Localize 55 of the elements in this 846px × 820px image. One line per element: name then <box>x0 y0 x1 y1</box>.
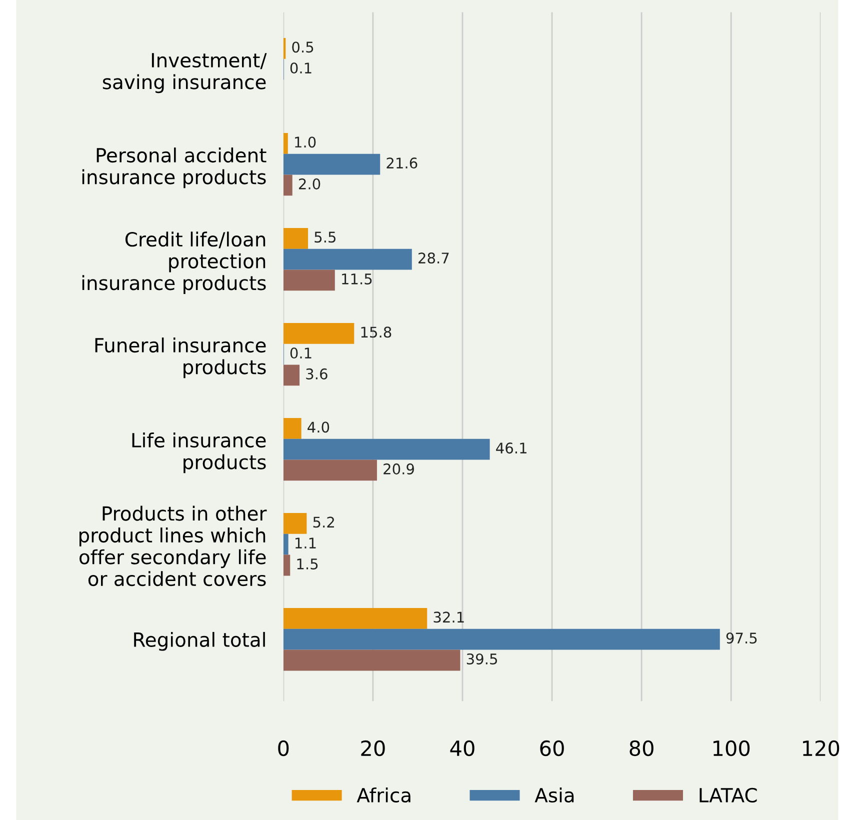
y-tick-label: Personal accident insurance products <box>82 148 266 188</box>
data-label: 20.9 <box>384 463 414 474</box>
bar <box>283 248 412 270</box>
legend-label: Africa <box>356 787 410 803</box>
bar <box>283 154 380 175</box>
data-label: 21.6 <box>386 158 418 169</box>
y-tick-label: Credit life/loan protection insurance products <box>82 232 266 294</box>
x-tick-label: 60 <box>540 740 564 756</box>
data-label: 4.0 <box>308 422 330 433</box>
x-tick-label: 20 <box>361 740 385 756</box>
bar <box>283 132 288 154</box>
bar <box>283 438 490 460</box>
y-tick-label: Regional total <box>134 632 265 651</box>
data-label: 0.1 <box>290 348 312 359</box>
data-label: 28.7 <box>418 252 449 264</box>
data-label: 3.6 <box>306 368 328 380</box>
data-label: 32.1 <box>434 612 464 623</box>
bar <box>283 174 292 196</box>
x-tick-label: 120 <box>803 740 840 756</box>
legend-label: Asia <box>534 787 574 803</box>
data-label: 97.5 <box>726 632 757 644</box>
data-label: 1.1 <box>295 538 316 548</box>
x-tick-label: 0 <box>278 740 289 756</box>
data-label: 0.5 <box>292 42 314 53</box>
bar <box>283 628 720 650</box>
bar <box>283 364 300 386</box>
y-tick-label: Products in other product lines which offer secondary life or accident covers <box>80 506 267 586</box>
bar <box>283 270 335 291</box>
bar <box>283 512 307 534</box>
data-label: 46.1 <box>496 442 526 454</box>
legend-label: LATAC <box>700 788 757 803</box>
bar <box>283 38 286 59</box>
bar <box>283 554 290 576</box>
data-label: 1.0 <box>295 136 316 148</box>
data-label: 39.5 <box>466 653 497 664</box>
bar <box>283 534 288 555</box>
x-tick-label: 40 <box>450 740 474 756</box>
data-label: 0.1 <box>290 62 312 74</box>
x-tick-label: 80 <box>630 740 654 756</box>
data-label: 15.8 <box>361 326 392 338</box>
data-label: 1.5 <box>297 558 318 570</box>
bar <box>283 228 308 249</box>
bar <box>283 418 302 439</box>
bar <box>283 322 354 344</box>
x-tick-label: 100 <box>713 740 750 756</box>
bar <box>283 460 377 481</box>
bar <box>283 608 428 629</box>
data-label: 5.2 <box>313 516 334 528</box>
data-label: 5.5 <box>314 232 336 243</box>
bar <box>283 650 460 671</box>
y-tick-label: Funeral insurance products <box>95 338 266 378</box>
y-tick-label: Life insurance products <box>132 432 266 474</box>
data-label: 2.0 <box>298 178 320 190</box>
y-tick-label: Investment/ saving insurance <box>102 53 267 94</box>
data-label: 11.5 <box>342 274 372 284</box>
